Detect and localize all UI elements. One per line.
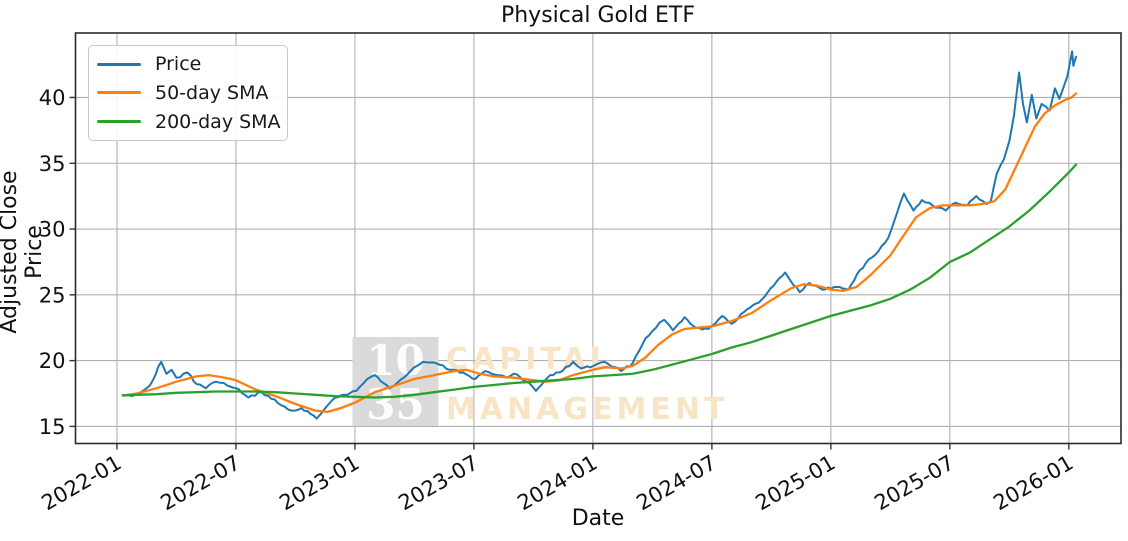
svg-text:35: 35: [39, 152, 66, 176]
grid-lines: [75, 33, 1121, 444]
legend: Price 50-day SMA 200-day SMA: [88, 45, 288, 141]
price-line-swatch: [97, 62, 141, 66]
svg-text:2026-01: 2026-01: [989, 451, 1077, 516]
y-tick-labels: 15 20 25 30 35 40: [39, 86, 66, 439]
svg-text:2025-01: 2025-01: [751, 451, 839, 516]
legend-label: 200-day SMA: [155, 110, 281, 133]
svg-text:15: 15: [39, 415, 66, 439]
sma200-line: [121, 163, 1078, 399]
svg-text:2023-01: 2023-01: [275, 451, 363, 516]
sma50-line-swatch: [97, 91, 141, 95]
svg-text:2022-01: 2022-01: [37, 451, 125, 516]
svg-text:2023-07: 2023-07: [394, 451, 482, 516]
watermark-digits-bottom: 35: [366, 380, 424, 429]
legend-label: 50-day SMA: [155, 81, 269, 104]
legend-label: Price: [155, 53, 202, 76]
svg-text:2025-07: 2025-07: [870, 451, 958, 516]
watermark-management: MANAGEMENT: [446, 392, 728, 427]
x-axis-label: Date: [571, 506, 625, 531]
svg-text:40: 40: [39, 86, 66, 110]
chart-title: Physical Gold ETF: [500, 3, 696, 28]
plot-border: [74, 32, 1122, 445]
legend-item-sma200: 200-day SMA: [89, 108, 287, 136]
sma50-line: [121, 92, 1078, 414]
svg-text:20: 20: [39, 349, 66, 373]
y-axis-label: Adjusted Close Price: [0, 170, 47, 334]
watermark-box: [352, 337, 439, 426]
tick-marks: [69, 96, 1070, 450]
legend-item-price: Price: [89, 50, 287, 78]
svg-text:25: 25: [39, 283, 66, 307]
price-line: [121, 50, 1077, 420]
svg-text:2022-07: 2022-07: [156, 451, 244, 516]
svg-text:30: 30: [39, 218, 66, 242]
sma200-line-swatch: [97, 120, 141, 124]
legend-item-sma50: 50-day SMA: [89, 79, 287, 107]
